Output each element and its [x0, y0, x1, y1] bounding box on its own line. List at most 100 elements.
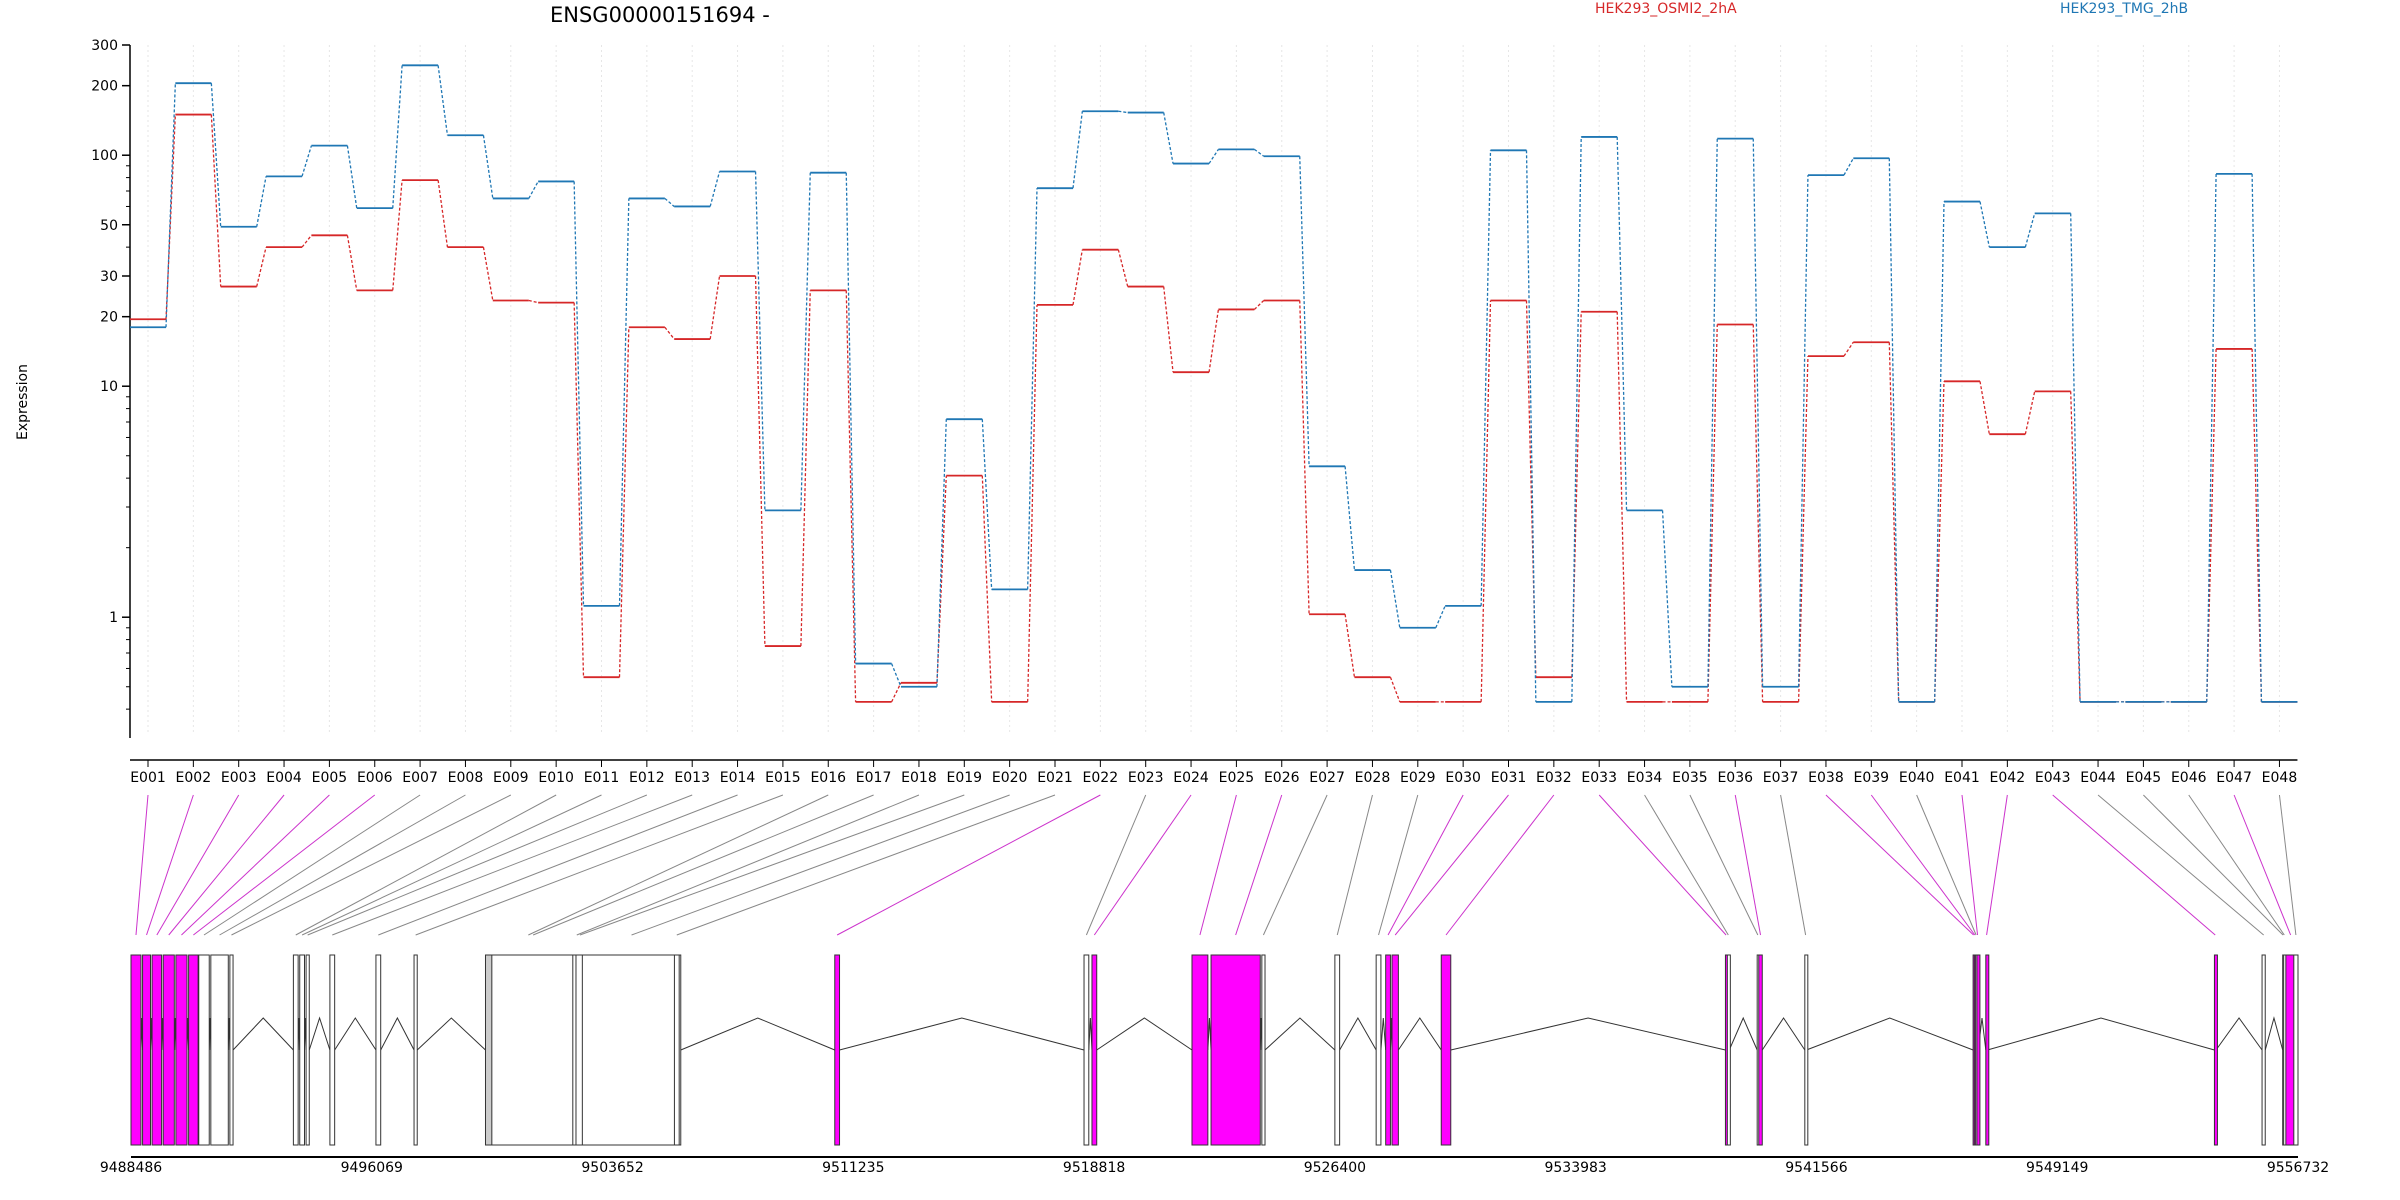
x-tick-label: E019 [947, 770, 983, 786]
expression-connector [891, 682, 902, 703]
exon-connector-line [2278, 794, 2297, 936]
exon-connector-line [1387, 794, 1464, 936]
y-axis-label: Expression [15, 364, 31, 440]
expression-connector [1661, 510, 1673, 687]
expression-connector [709, 171, 721, 207]
intron-line [232, 1017, 294, 1051]
exon-box [1091, 954, 1098, 1146]
exon-box [198, 954, 210, 1146]
legend-entry-series-a: HEK293_OSMI2_2hA [1595, 1, 1737, 17]
expression-connector [1616, 136, 1628, 511]
x-tick-label: E022 [1083, 770, 1119, 786]
expression-connector [256, 176, 267, 227]
x-tick-label: E028 [1355, 770, 1391, 786]
x-tick-label: E034 [1627, 770, 1663, 786]
expression-connector [2070, 213, 2081, 702]
exon-connector-line [1870, 794, 1976, 936]
x-tick-label: E027 [1309, 770, 1345, 786]
exon-connector-line [2233, 794, 2292, 936]
exon-connector-line [1916, 794, 1977, 936]
exon-connector-line [576, 794, 920, 936]
x-tick-label: E032 [1536, 770, 1572, 786]
exon-connector-line [528, 794, 829, 936]
exon-box [229, 954, 234, 1146]
x-tick-label: E013 [674, 770, 710, 786]
intron-line [1450, 1017, 1726, 1051]
exon-box [2213, 954, 2218, 1146]
x-tick-label: E012 [629, 770, 665, 786]
intron-line [1380, 1017, 1387, 1051]
exon-connector-line [1085, 794, 1147, 936]
expression-connector [346, 145, 358, 209]
expression-connector [482, 135, 494, 199]
x-tick-label: E003 [221, 770, 257, 786]
x-tick-label: E030 [1445, 770, 1481, 786]
intron-line [334, 1017, 377, 1051]
expression-connector [1571, 311, 1582, 678]
exon-connector-line [1986, 794, 2008, 936]
expression-connector [1616, 311, 1628, 702]
coordinate-tick-label: 9511235 [822, 1160, 884, 1176]
expression-connector [1979, 381, 1990, 435]
x-tick-label: E004 [266, 770, 302, 786]
exon-connector-line [1394, 794, 1509, 936]
expression-connector [1299, 300, 1310, 615]
exon-box [1804, 954, 1809, 1146]
y-tick-label: 20 [100, 310, 118, 326]
expression-connector [1027, 304, 1038, 702]
expression-connector [1344, 614, 1356, 678]
expression-connector [1752, 138, 1764, 687]
exon-box [1385, 954, 1391, 1146]
x-tick-label: E014 [720, 770, 756, 786]
exon-connector-line [156, 794, 240, 936]
exon-connector-line [193, 794, 376, 936]
exon-connector-line [532, 794, 874, 936]
expression-connector [664, 326, 675, 340]
exon-box [299, 954, 305, 1146]
expression-connector [1752, 324, 1764, 702]
expression-connector [1843, 157, 1854, 176]
expression-connector [392, 180, 403, 291]
intron-line [1096, 1017, 1193, 1051]
exon-box [142, 954, 151, 1146]
plot-layer: 300 200 100 50 30 20 10 1 E001 E002 E003 E004 E005 E0… [91, 38, 2298, 786]
intron-line [2215, 1017, 2263, 1051]
exon-connector-line [1780, 794, 1807, 936]
intron-line [308, 1016, 331, 1051]
exon-box [1440, 954, 1452, 1146]
x-tick-label: E025 [1219, 770, 1255, 786]
x-tick-label: E041 [1944, 770, 1980, 786]
expression-connector [1934, 381, 1945, 702]
coordinate-tick-label: 9549149 [2026, 1160, 2088, 1176]
x-tick-label: E011 [584, 770, 620, 786]
intron-line [380, 1016, 415, 1051]
exon-box [151, 954, 163, 1146]
expression-connector [1571, 136, 1582, 702]
expression-connector [890, 663, 902, 687]
coordinate-tick-label: 9541566 [1785, 1160, 1847, 1176]
exon-box [1391, 954, 1399, 1146]
x-tick-label: E039 [1854, 770, 1890, 786]
exon-connector-line [631, 794, 1010, 936]
expression-connector [1525, 300, 1537, 678]
expression-connector [1435, 605, 1446, 629]
intron-line [1264, 1017, 1336, 1051]
intron-line [839, 1017, 1085, 1051]
intron-line [2264, 1016, 2284, 1051]
exon-box [1210, 954, 1261, 1146]
exon-connector-line [295, 794, 557, 936]
expression-connector [664, 197, 675, 207]
exon-connector-line [1262, 794, 1328, 936]
x-tick-label: E046 [2171, 770, 2207, 786]
x-tick-label: E048 [2262, 770, 2298, 786]
exon-box [175, 954, 188, 1146]
expression-connector [573, 302, 585, 678]
expression-connector [1797, 175, 1809, 687]
x-tick-label: E005 [312, 770, 348, 786]
series-b [130, 64, 2298, 703]
expression-connector [1707, 138, 1718, 687]
exon-connector-line [378, 794, 738, 936]
expression-connector [2206, 173, 2217, 702]
expression-connector [528, 299, 539, 304]
